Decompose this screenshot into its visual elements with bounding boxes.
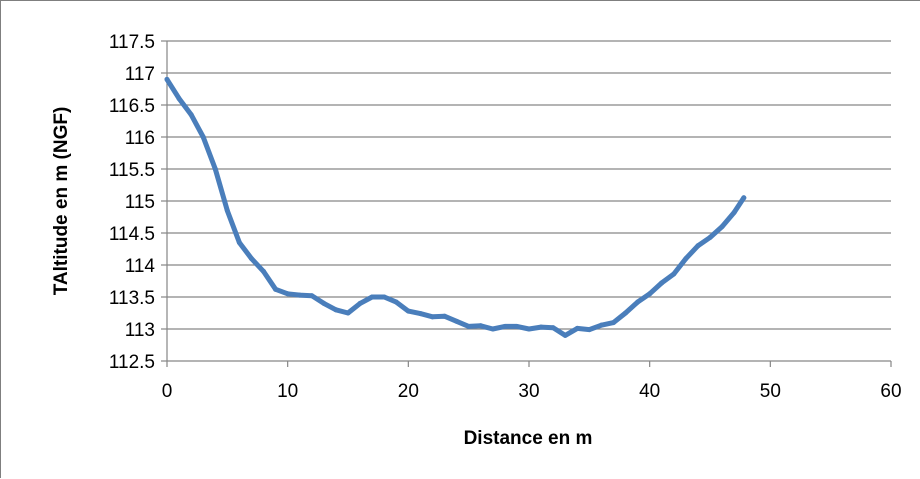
y-tick-label: 116.5: [109, 96, 155, 117]
y-tick-label: 114.5: [109, 224, 155, 245]
data-point: [164, 76, 170, 82]
data-point: [261, 268, 267, 274]
data-point: [200, 134, 206, 140]
data-point: [707, 234, 713, 240]
x-tick-label: 10: [277, 381, 298, 402]
data-point: [297, 292, 303, 298]
data-point: [635, 299, 641, 305]
data-point: [514, 323, 520, 329]
y-tick-label: 115: [125, 192, 155, 213]
y-tick-label: 113.5: [109, 288, 155, 309]
data-point: [273, 286, 279, 292]
data-point: [502, 323, 508, 329]
data-point: [659, 280, 665, 286]
x-tick-label: 50: [760, 381, 781, 402]
data-point: [188, 112, 194, 118]
gridlines: [167, 40, 891, 330]
data-point: [586, 327, 592, 333]
data-point: [381, 294, 387, 300]
series-layer: [164, 76, 747, 338]
data-point: [526, 326, 532, 332]
data-point: [333, 307, 339, 313]
axes: [161, 40, 892, 367]
data-point: [176, 96, 182, 102]
data-point: [719, 224, 725, 230]
data-point: [309, 293, 315, 299]
data-point: [357, 300, 363, 306]
data-point: [405, 308, 411, 314]
data-point: [741, 195, 747, 201]
data-point: [574, 325, 580, 331]
y-tick-label: 115.5: [109, 160, 155, 181]
data-point: [285, 291, 291, 297]
data-point: [212, 166, 218, 172]
data-point: [538, 324, 544, 330]
data-point: [478, 323, 484, 329]
data-point: [598, 322, 604, 328]
data-point: [490, 326, 496, 332]
data-point: [236, 240, 242, 246]
data-point: [417, 311, 423, 317]
x-tick-label: 0: [162, 381, 173, 402]
x-tick-labels: 0 10 20 30 40 50 60: [162, 381, 902, 402]
data-point: [562, 332, 568, 338]
data-point: [442, 313, 448, 319]
x-tick-label: 30: [518, 381, 539, 402]
data-point: [671, 271, 677, 277]
y-tick-label: 114: [125, 256, 156, 277]
data-point: [369, 294, 375, 300]
data-point: [224, 208, 230, 214]
data-point: [345, 310, 351, 316]
y-tick-label: 112.5: [109, 352, 155, 373]
data-point: [466, 323, 472, 329]
data-point: [610, 320, 616, 326]
y-tick-label: 113: [125, 320, 155, 341]
x-tick-label: 60: [880, 381, 901, 402]
x-tick-label: 40: [639, 381, 660, 402]
data-point: [393, 299, 399, 305]
y-axis-title: TAltitude en m (NGF): [51, 107, 72, 296]
data-point: [623, 310, 629, 316]
data-point: [695, 243, 701, 249]
data-point: [683, 256, 689, 262]
y-tick-label: 117.5: [109, 32, 155, 53]
x-axis-title: Distance en m: [464, 428, 593, 449]
data-point: [248, 256, 254, 262]
data-point: [550, 325, 556, 331]
data-point: [647, 291, 653, 297]
data-point: [429, 314, 435, 320]
y-tick-label: 116: [125, 128, 155, 149]
y-tick-label: 117: [125, 64, 155, 85]
y-tick-labels: 112.5 113 113.5 114 114.5 115 115.5 116 116.5 117…: [109, 32, 156, 373]
x-tick-label: 20: [398, 381, 419, 402]
data-point: [731, 210, 737, 216]
data-point: [454, 318, 460, 324]
data-point: [321, 300, 327, 306]
